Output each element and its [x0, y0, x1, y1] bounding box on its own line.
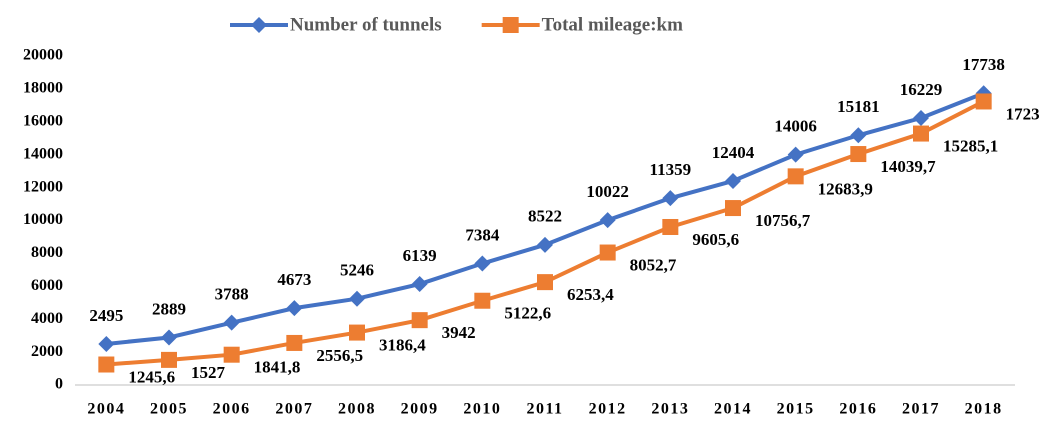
- y-tick-label: 8000: [31, 244, 63, 261]
- y-tick-label: 14000: [23, 145, 63, 162]
- data-label: 17236,1: [1006, 104, 1039, 123]
- y-tick-label: 0: [55, 376, 63, 393]
- data-label: 5246: [340, 261, 374, 280]
- data-label: 15285,1: [943, 136, 998, 155]
- x-tick-label: 2016: [839, 401, 877, 418]
- point-marker: [725, 200, 741, 217]
- point-marker: [725, 172, 741, 189]
- point-marker: [662, 190, 679, 207]
- y-tick-label: 20000: [23, 47, 63, 64]
- y-tick-label: 4000: [31, 310, 63, 327]
- x-tick-label: 2009: [401, 401, 439, 418]
- data-label: 6139: [403, 246, 437, 265]
- x-tick-label: 2015: [777, 401, 815, 418]
- point-marker: [98, 356, 115, 373]
- data-label: 4673: [277, 270, 311, 289]
- data-label: 10022: [586, 182, 629, 201]
- point-marker: [161, 351, 177, 368]
- point-marker: [662, 218, 679, 235]
- data-label: 12683,9: [818, 179, 873, 198]
- legend-marker: [251, 17, 267, 33]
- point-marker: [787, 146, 804, 163]
- point-marker: [474, 292, 491, 309]
- point-marker: [975, 93, 992, 110]
- point-marker: [913, 125, 929, 142]
- y-tick-label: 12000: [23, 178, 63, 195]
- point-marker: [98, 335, 115, 352]
- x-tick-label: 2006: [213, 401, 251, 418]
- point-marker: [349, 324, 365, 341]
- legend-marker: [502, 17, 519, 33]
- point-marker: [913, 110, 929, 127]
- x-tick-label: 2013: [651, 401, 689, 418]
- data-label: 5122,6: [504, 304, 551, 323]
- x-tick-label: 2008: [338, 401, 376, 418]
- point-marker: [223, 346, 240, 363]
- data-label: 12404: [712, 143, 755, 162]
- x-tick-label: 2012: [589, 401, 627, 418]
- point-marker: [411, 276, 428, 293]
- point-marker: [850, 146, 867, 163]
- x-tick-label: 2010: [463, 401, 501, 418]
- y-tick-label: 6000: [31, 277, 63, 294]
- data-label: 14006: [774, 117, 817, 136]
- x-tick-label: 2014: [714, 401, 752, 418]
- data-label: 17738: [962, 55, 1005, 74]
- series-line: [106, 99, 985, 367]
- point-marker: [537, 274, 553, 291]
- point-marker: [411, 312, 428, 329]
- data-label: 9605,6: [692, 230, 739, 249]
- point-marker: [599, 244, 616, 261]
- x-tick-label: 2011: [526, 401, 563, 418]
- point-marker: [161, 329, 177, 346]
- data-label: 3186,4: [379, 335, 426, 354]
- x-tick-label: 2004: [87, 401, 125, 418]
- x-tick-label: 2007: [275, 401, 313, 418]
- data-label: 11359: [650, 160, 692, 179]
- point-marker: [787, 168, 804, 185]
- data-label: 14039,7: [880, 157, 936, 176]
- point-marker: [474, 255, 491, 272]
- x-tick-label: 2005: [150, 401, 188, 418]
- data-label: 1841,8: [254, 358, 301, 377]
- data-label: 3788: [215, 285, 249, 304]
- data-label: 3942: [442, 323, 476, 342]
- point-marker: [599, 212, 616, 229]
- data-label: 8052,7: [630, 255, 677, 274]
- data-label: 2556,5: [316, 346, 363, 365]
- x-tick-label: 2018: [965, 401, 1003, 418]
- y-tick-label: 10000: [23, 211, 63, 228]
- data-label: 1245,6: [128, 367, 175, 386]
- data-label: 10756,7: [755, 211, 811, 230]
- data-label: 1527: [191, 363, 226, 382]
- legend-label: Number of tunnels: [290, 14, 442, 35]
- y-tick-label: 16000: [23, 112, 63, 129]
- point-marker: [537, 236, 553, 253]
- data-label: 16229: [900, 80, 943, 99]
- data-label: 8522: [528, 207, 562, 226]
- point-marker: [286, 300, 303, 317]
- data-label: 6253,4: [567, 285, 614, 304]
- data-label: 2889: [152, 299, 186, 318]
- legend-label: Total mileage:km: [542, 14, 683, 35]
- data-label: 7384: [465, 225, 500, 244]
- y-tick-label: 2000: [31, 343, 63, 360]
- data-label: 15181: [837, 97, 880, 116]
- point-marker: [223, 314, 240, 331]
- point-marker: [349, 290, 365, 307]
- point-marker: [850, 127, 867, 144]
- point-marker: [286, 334, 303, 351]
- y-tick-label: 18000: [23, 80, 63, 97]
- data-label: 2495: [89, 306, 123, 325]
- x-tick-label: 2017: [902, 401, 940, 418]
